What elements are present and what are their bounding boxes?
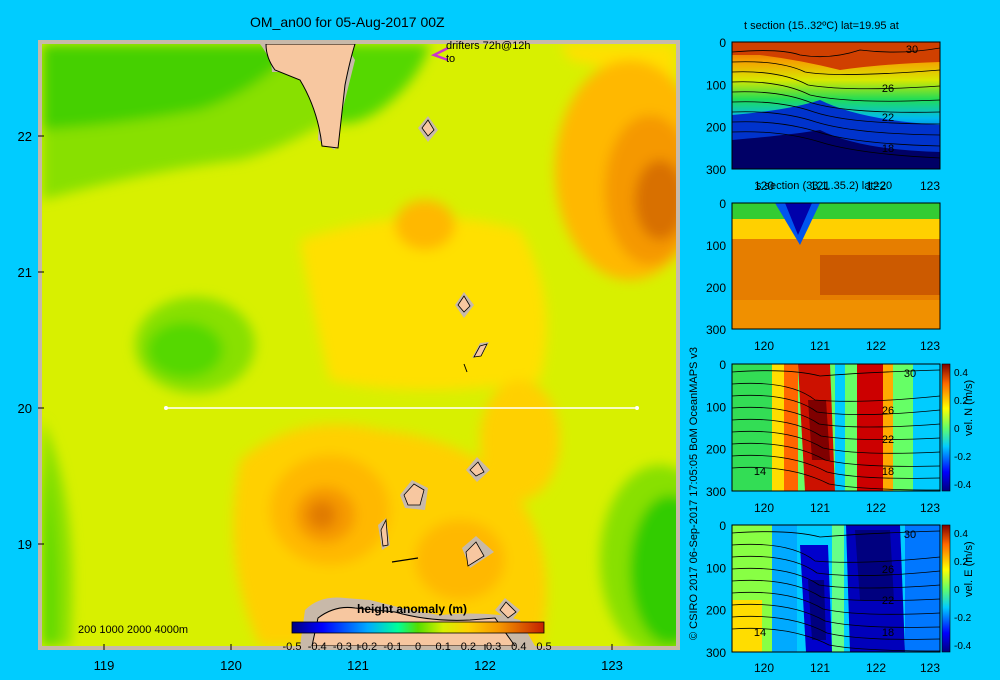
colorbar-tick-label: 0.3 xyxy=(486,641,501,653)
section-x-tick-label: 122 xyxy=(866,661,886,675)
drifter-icon xyxy=(430,46,449,62)
vel-colorbar-tick-label: 0.2 xyxy=(954,396,968,407)
vel-colorbar-tick-label: 0.4 xyxy=(954,368,968,379)
section-y-tick-label: 300 xyxy=(706,163,726,177)
vel-colorbar-tick-label: 0.2 xyxy=(954,557,968,568)
section-y-tick-label: 300 xyxy=(706,485,726,499)
colorbar-tick-label: -0.5 xyxy=(283,641,302,653)
section-y-tick-label: 0 xyxy=(719,197,726,211)
colorbar-tick-label: -0.3 xyxy=(333,641,352,653)
t-section-field xyxy=(732,42,940,169)
vel-colorbar-tick-label: -0.2 xyxy=(954,613,972,624)
section-y-tick-label: 200 xyxy=(706,604,726,618)
section-y-tick-label: 300 xyxy=(706,323,726,337)
map-y-tick-label: 20 xyxy=(18,401,32,416)
vn-contour-label: 26 xyxy=(882,405,894,417)
map-x-tick-label: 121 xyxy=(347,658,369,673)
depth-legend: 200 1000 2000 4000m xyxy=(78,624,189,636)
section-y-tick-label: 100 xyxy=(706,400,726,414)
vn-contour-label: 22 xyxy=(882,434,894,446)
section-x-tick-label: 121 xyxy=(810,661,830,675)
section-x-tick-label: 123 xyxy=(920,661,940,675)
s-section-field xyxy=(732,203,940,329)
ve-section-field xyxy=(732,525,940,652)
ve-colorbar xyxy=(941,524,951,653)
section-y-tick-label: 200 xyxy=(706,121,726,135)
map-x-tick-label: 122 xyxy=(474,658,496,673)
section-y-tick-label: 0 xyxy=(719,519,726,533)
colorbar-tick-label: 0.2 xyxy=(461,641,476,653)
section-x-tick-label: 122 xyxy=(866,179,886,193)
colorbar-title: height anomaly (m) xyxy=(357,602,468,616)
section-y-tick-label: 200 xyxy=(706,443,726,457)
colorbar-tick-label: 0.5 xyxy=(536,641,551,653)
t-contour-label: 18 xyxy=(882,143,894,155)
section-x-tick-label: 123 xyxy=(920,179,940,193)
drifter-label: drifters 72h@12h xyxy=(446,40,531,52)
vn-section-field xyxy=(732,364,940,491)
islands xyxy=(378,116,520,622)
ve-contour-label: 26 xyxy=(882,564,894,576)
section-y-tick-label: 200 xyxy=(706,281,726,295)
section-x-tick-label: 123 xyxy=(920,339,940,353)
colorbar-tick-label: -0.2 xyxy=(358,641,377,653)
vel-colorbar-tick-label: -0.4 xyxy=(954,480,972,491)
page-title: OM_an00 for 05-Aug-2017 00Z xyxy=(250,14,445,30)
colorbar-tick-label: 0.1 xyxy=(436,641,451,653)
section-x-tick-label: 123 xyxy=(920,501,940,515)
section-y-tick-label: 300 xyxy=(706,646,726,660)
section-y-tick-label: 0 xyxy=(719,36,726,50)
section-y-tick-label: 100 xyxy=(706,78,726,92)
map-x-tick-label: 119 xyxy=(94,658,115,673)
colorbar-tick-label: 0 xyxy=(415,641,421,653)
height-colorbar xyxy=(291,621,545,634)
vel-colorbar-tick-label: 0 xyxy=(954,424,960,435)
vn-contour-label: 18 xyxy=(882,466,894,478)
vn-colorbar-label: vel. N (m/s) xyxy=(963,379,975,436)
taiwan-land xyxy=(265,44,356,149)
ve-contour-label: 18 xyxy=(882,627,894,639)
section-x-tick-label: 120 xyxy=(754,179,774,193)
vel-colorbar-tick-label: -0.4 xyxy=(954,641,972,652)
t-section-title: t section (15..32ºC) lat=19.95 at xyxy=(744,20,899,32)
credit-text: © CSIRO 2017 06-Sep-2017 17:05:05 BoM Oc… xyxy=(688,346,700,640)
section-x-tick-label: 120 xyxy=(754,339,774,353)
section-x-tick-label: 122 xyxy=(866,339,886,353)
t-contour-label: 30 xyxy=(906,44,918,56)
map-y-tick-label: 22 xyxy=(18,129,32,144)
map-x-tick-label: 120 xyxy=(220,658,242,673)
ve-contour-label: 30 xyxy=(904,529,916,541)
t-contour-label: 22 xyxy=(882,112,894,124)
vn-colorbar xyxy=(941,363,951,492)
section-x-tick-label: 121 xyxy=(810,339,830,353)
vn-contour-label: 30 xyxy=(904,368,916,380)
colorbar-tick-label: -0.1 xyxy=(383,641,402,653)
vel-colorbar-tick-label: -0.2 xyxy=(954,452,972,463)
section-x-tick-label: 120 xyxy=(754,501,774,515)
ve-contour-label: 14 xyxy=(754,627,766,639)
colorbar-tick-label: 0.4 xyxy=(511,641,526,653)
s-section-title: s section (33.1..35.2) lat=20 xyxy=(756,180,893,192)
section-x-tick-label: 122 xyxy=(866,501,886,515)
section-x-tick-label: 121 xyxy=(810,179,830,193)
section-y-tick-label: 100 xyxy=(706,239,726,253)
map-y-tick-label: 19 xyxy=(18,537,32,552)
section-y-tick-label: 100 xyxy=(706,561,726,575)
map-x-tick-label: 123 xyxy=(601,658,623,673)
vel-colorbar-tick-label: 0 xyxy=(954,585,960,596)
map-y-tick-label: 21 xyxy=(18,265,32,280)
section-x-tick-label: 120 xyxy=(754,661,774,675)
ve-colorbar-label: vel. E (m/s) xyxy=(963,541,975,597)
vn-contour-label: 14 xyxy=(754,466,766,478)
section-y-tick-label: 0 xyxy=(719,358,726,372)
ve-contour-label: 22 xyxy=(882,595,894,607)
t-contour-label: 26 xyxy=(882,83,894,95)
drifter-sub-label: to xyxy=(446,53,456,65)
vel-colorbar-tick-label: 0.4 xyxy=(954,529,968,540)
height-anomaly-field xyxy=(42,44,676,646)
section-x-tick-label: 121 xyxy=(810,501,830,515)
colorbar-tick-label: -0.4 xyxy=(308,641,327,653)
